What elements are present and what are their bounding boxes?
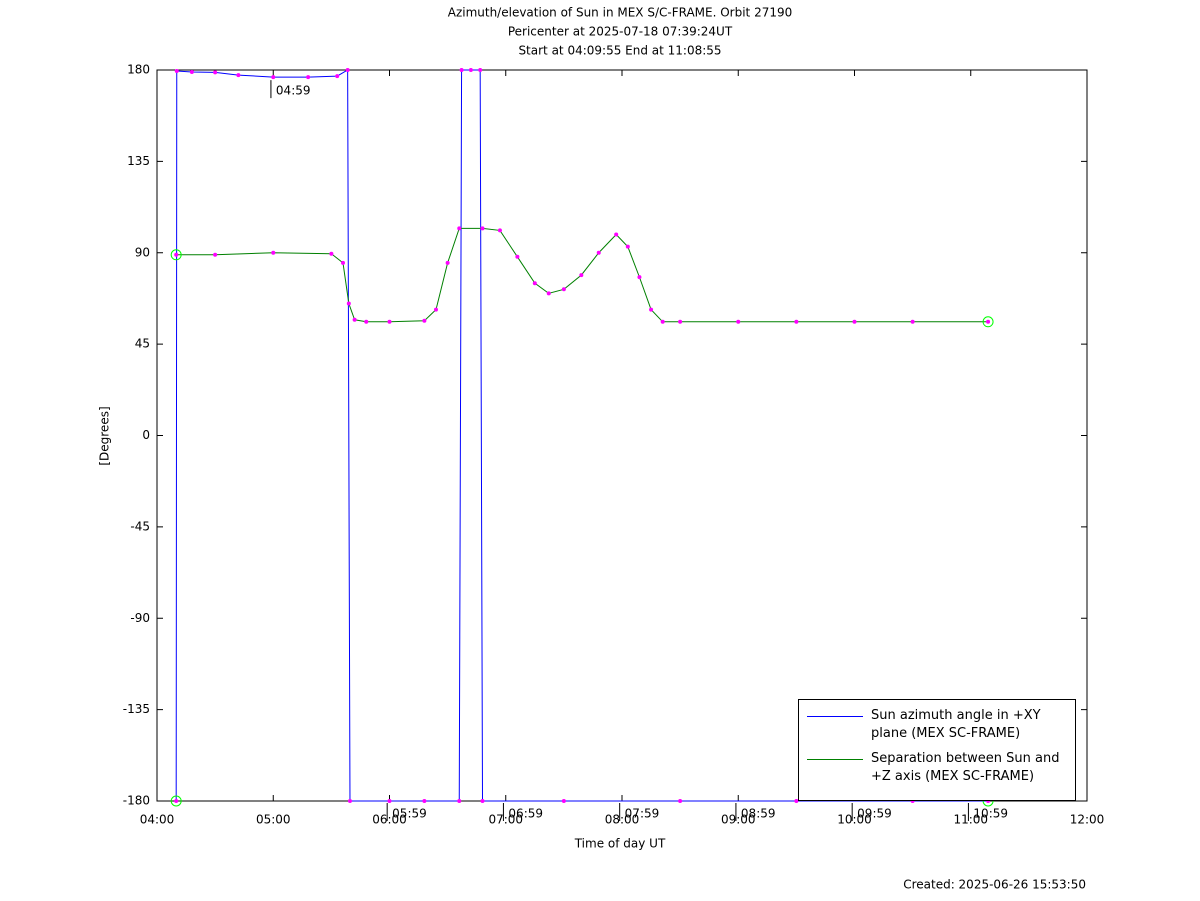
x-tick-label: 08:00 [605,813,640,827]
sample-marker [189,70,194,75]
sample-marker [637,275,642,280]
legend-swatch [807,716,863,717]
sample-marker [387,319,392,324]
y-tick-label: -135 [123,702,150,716]
sample-marker [341,260,345,265]
legend-entry: Separation between Sun and +Z axis (MEX … [807,750,1075,786]
sample-marker [271,250,276,255]
sample-marker [660,319,665,324]
sample-marker [174,799,179,803]
x-tick-label: 11:00 [953,813,988,827]
legend-swatch [807,759,863,760]
sample-marker [546,291,551,296]
annotation-label: 04:59 [276,84,311,98]
sample-marker [445,260,450,265]
sample-marker [335,74,340,79]
sample-marker [852,319,857,324]
sample-marker [434,307,438,312]
sample-marker [497,228,502,233]
annotation-label: 08:59 [741,807,776,821]
y-tick-label: -180 [123,794,150,808]
sample-marker [174,69,179,74]
sample-marker [910,319,915,324]
sample-marker [480,226,485,231]
sample-marker [986,319,991,324]
sample-marker [736,319,741,324]
sample-marker [174,252,179,257]
x-tick-label: 05:00 [256,813,291,827]
sample-marker [532,281,537,286]
footer: Created: 2025-06-26 15:53:50 [903,878,1086,892]
sample-marker [468,68,473,72]
annotation-label: 09:59 [857,807,892,821]
endpoint-marker [170,795,182,807]
annotation-label: 06:59 [508,807,543,821]
legend-label: Separation between Sun and +Z axis (MEX … [871,751,1060,784]
sample-marker [347,799,352,803]
sample-marker [614,232,619,237]
sample-marker [579,273,584,278]
sample-marker [213,70,218,75]
x-tick-label: 07:00 [488,813,523,827]
y-tick-label: 135 [127,154,150,168]
sample-marker [271,75,276,80]
x-tick-label: 12:00 [1070,813,1105,827]
sample-marker [236,73,241,78]
sample-marker [329,251,334,256]
sample-marker [364,319,369,324]
x-axis-label: Time of day UT [574,837,666,851]
y-tick-label: -45 [130,519,150,533]
sample-marker [306,75,311,80]
sample-marker [346,301,351,306]
sample-marker [515,254,520,259]
y-tick-label: -90 [130,611,150,625]
endpoint-marker [170,249,182,261]
sample-marker [649,307,654,312]
sample-marker [457,226,462,231]
x-tick-label: 09:00 [721,813,756,827]
chart-title: Azimuth/elevation of Sun in MEX S/C-FRAM… [448,6,793,20]
chart-subtitle: Start at 04:09:55 End at 11:08:55 [518,44,721,58]
annotation-label: 10:59 [973,807,1008,821]
endpoint-marker [982,316,994,328]
sample-marker [459,68,464,72]
plot-frame [156,69,1088,802]
sample-marker [596,250,601,255]
x-tick-label: 04:00 [140,813,175,827]
sample-marker [794,799,799,803]
chart-subtitle: Pericenter at 2025-07-18 07:39:24UT [508,25,733,39]
sample-marker [422,318,427,323]
sample-marker [422,799,427,803]
x-tick-label: 10:00 [837,813,872,827]
sample-marker [794,319,799,324]
y-tick-label: 180 [127,63,150,77]
y-tick-label: 0 [142,428,150,442]
sample-marker [678,799,683,803]
y-tick-label: 45 [135,337,150,351]
annotation-label: 07:59 [625,807,660,821]
series-line [175,69,989,802]
legend-label: Sun azimuth angle in +XY plane (MEX SC-F… [871,708,1041,741]
sample-marker [213,252,218,257]
sample-marker [457,799,462,803]
x-tick-label: 06:00 [372,813,407,827]
sample-marker [387,799,392,803]
annotation-label: 05:59 [392,807,427,821]
sample-marker [345,68,350,72]
legend: Sun azimuth angle in +XY plane (MEX SC-F… [798,699,1076,801]
sample-marker [478,68,483,72]
sample-marker [678,319,683,324]
legend-entry: Sun azimuth angle in +XY plane (MEX SC-F… [807,707,1075,743]
sample-marker [352,317,357,322]
series-line [176,227,989,323]
sample-marker [561,799,566,803]
y-axis-label: [Degrees] [98,406,112,465]
y-tick-label: 90 [135,245,150,259]
sample-marker [625,244,630,249]
sample-marker [480,799,485,803]
sample-marker [561,287,566,292]
